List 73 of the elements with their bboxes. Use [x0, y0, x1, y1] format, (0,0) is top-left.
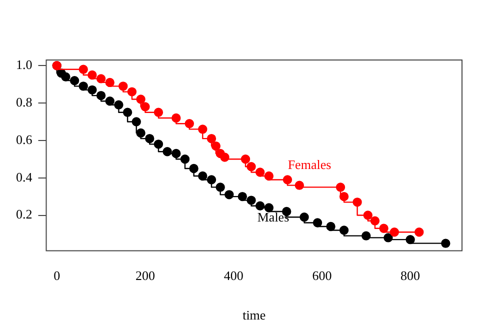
point	[282, 175, 292, 184]
point	[362, 231, 371, 240]
y-tick-label: 0.8	[16, 94, 32, 110]
point	[198, 171, 208, 181]
point	[136, 128, 146, 138]
point	[246, 162, 256, 172]
point	[370, 216, 380, 226]
point	[136, 94, 146, 104]
x-tick-label: 400	[224, 268, 244, 284]
point	[172, 148, 181, 158]
point	[406, 234, 415, 244]
x-tick-label: 0	[54, 268, 60, 284]
point	[189, 164, 198, 174]
point	[105, 78, 114, 88]
x-axis-title: time	[242, 308, 266, 323]
x-tick-label: 800	[400, 268, 420, 284]
point	[154, 108, 164, 117]
point	[441, 238, 450, 248]
point	[96, 74, 106, 84]
point	[114, 100, 124, 110]
y-tick-label: 0.2	[16, 206, 32, 222]
point	[172, 113, 181, 123]
point	[224, 190, 234, 200]
point	[154, 140, 164, 149]
point	[326, 222, 336, 232]
point	[206, 134, 216, 144]
point	[88, 85, 97, 95]
point	[220, 152, 230, 162]
point	[336, 182, 346, 192]
x-tick-label: 200	[135, 268, 155, 284]
point	[180, 154, 190, 164]
point	[61, 72, 70, 82]
series-label: Females	[288, 157, 332, 172]
point	[339, 226, 349, 235]
point	[184, 119, 194, 128]
point	[122, 108, 132, 117]
y-tick-label: 0.6	[16, 132, 33, 147]
point	[240, 154, 250, 164]
point	[140, 102, 150, 112]
point	[312, 218, 322, 228]
y-tick-label: 1.0	[16, 57, 32, 72]
point	[264, 171, 274, 181]
point	[206, 175, 216, 184]
point	[198, 124, 208, 134]
point	[379, 224, 388, 233]
point	[294, 180, 304, 190]
x-tick-label: 600	[312, 268, 332, 284]
point	[300, 212, 309, 222]
point	[339, 192, 349, 202]
point	[96, 90, 106, 100]
point	[363, 210, 372, 220]
point	[211, 141, 221, 151]
point	[70, 76, 80, 86]
point	[88, 70, 97, 80]
point	[238, 192, 248, 202]
point	[78, 82, 88, 91]
point	[264, 203, 274, 212]
point	[132, 117, 141, 126]
point	[162, 147, 172, 156]
point	[390, 227, 399, 237]
point	[414, 227, 424, 237]
point	[352, 198, 362, 207]
point	[78, 64, 88, 74]
point	[145, 134, 154, 144]
point	[118, 82, 128, 91]
point	[216, 182, 225, 192]
point	[384, 233, 393, 242]
point	[255, 201, 265, 211]
y-tick-label: 0.4	[16, 169, 33, 184]
point	[127, 87, 137, 96]
point	[255, 168, 265, 177]
point	[246, 196, 256, 205]
point	[105, 96, 114, 106]
